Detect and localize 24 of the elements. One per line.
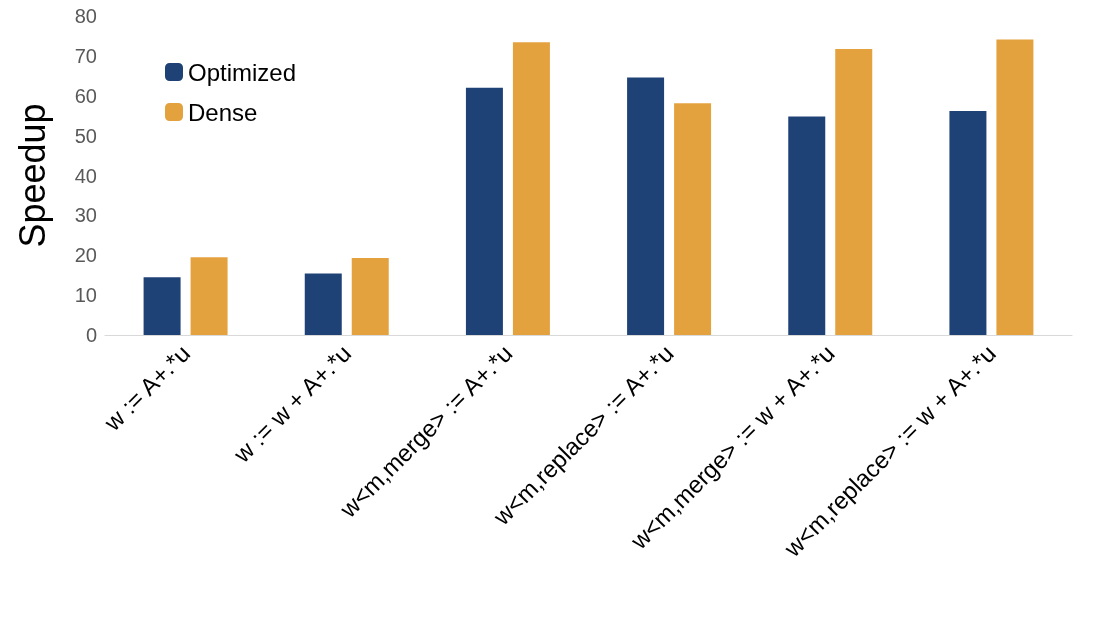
y-tick-label: 40 <box>74 164 97 187</box>
bar <box>190 257 228 335</box>
bar <box>835 49 873 335</box>
bar <box>351 258 389 335</box>
bar <box>304 273 342 335</box>
y-tick-label: 30 <box>74 204 97 227</box>
bar <box>674 103 712 335</box>
bar <box>627 77 665 335</box>
y-tick-label: 60 <box>74 84 97 107</box>
bar <box>512 42 550 335</box>
y-tick-label: 10 <box>74 284 97 307</box>
bar <box>143 277 181 335</box>
bar <box>949 110 987 335</box>
legend-label: Dense <box>188 98 258 126</box>
y-axis-title: Speedup <box>11 103 53 248</box>
y-tick-label: 70 <box>74 44 97 67</box>
bar <box>465 87 503 335</box>
y-tick-label: 0 <box>85 324 97 346</box>
y-tick-label: 50 <box>74 124 97 147</box>
legend-label: Optimized <box>188 58 297 86</box>
y-tick-label: 20 <box>74 244 97 267</box>
y-tick-label: 80 <box>74 5 97 27</box>
bar <box>788 116 826 335</box>
bar <box>996 39 1034 335</box>
